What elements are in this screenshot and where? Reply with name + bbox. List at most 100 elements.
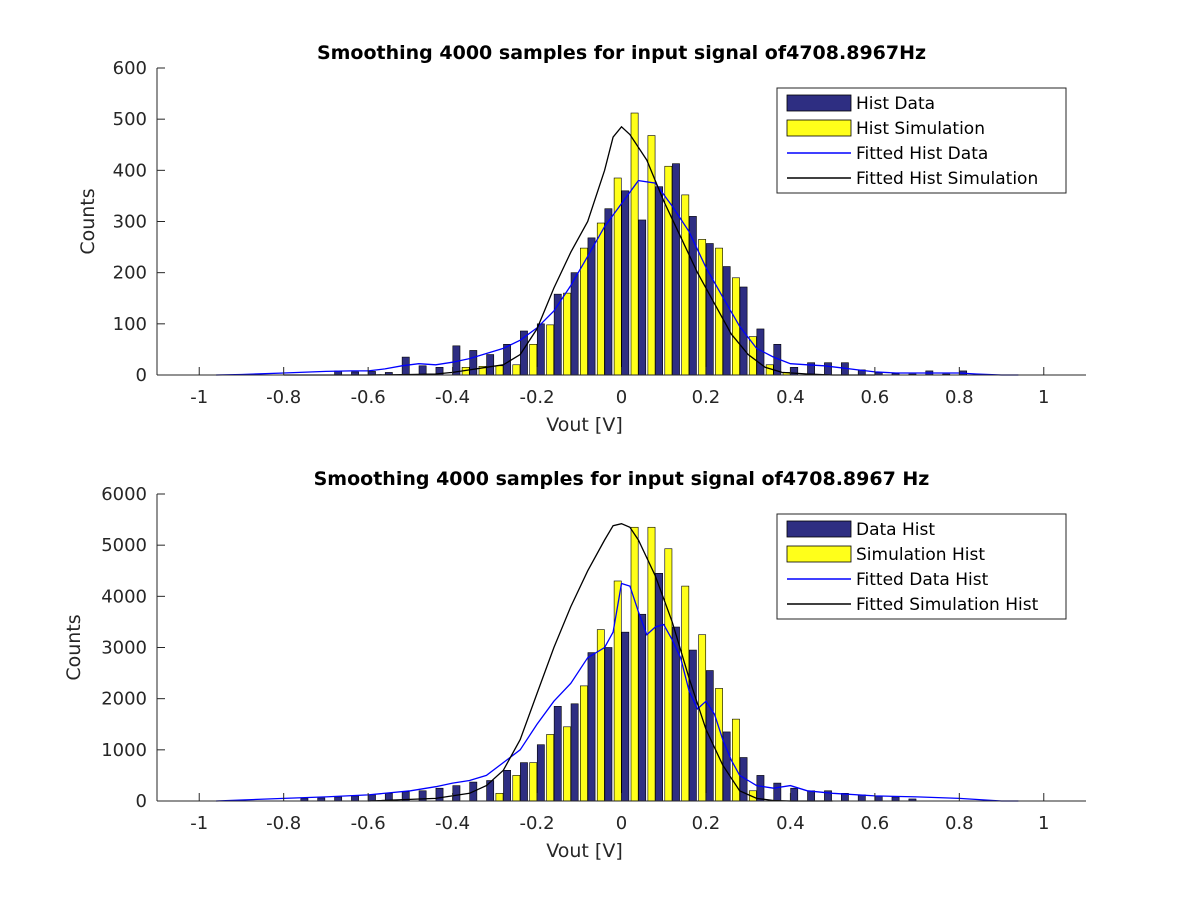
bar-data: [368, 794, 376, 802]
bar-data: [452, 785, 461, 802]
x-tick-label: -0.6: [351, 387, 386, 408]
y-tick-label: 2000: [101, 689, 147, 710]
bar-data: [587, 237, 596, 376]
bar-data: [570, 272, 579, 376]
bar-data: [891, 796, 900, 802]
bar-data: [604, 208, 613, 376]
bar-data: [469, 350, 478, 376]
legend-swatch: [786, 119, 852, 137]
bar-data: [570, 703, 579, 802]
y-tick-label: 1000: [101, 740, 147, 761]
bar-simulation: [613, 580, 622, 802]
x-tick-label: -0.2: [519, 813, 554, 834]
bar-data: [705, 670, 714, 802]
x-tick-label: 0: [616, 813, 627, 834]
x-tick-label: -0.4: [435, 387, 470, 408]
fitted-simulation-line: [283, 125, 875, 376]
y-tick-label: 500: [113, 109, 147, 130]
x-tick-label: 0.8: [945, 387, 974, 408]
legend: Hist Data Hist Simulation Fitted Hist Data…: [776, 87, 1067, 194]
bar-simulation: [529, 762, 538, 802]
bar-data: [604, 647, 613, 802]
bar-simulation: [613, 177, 622, 376]
y-tick-label: 300: [113, 212, 147, 233]
bar-simulation: [512, 364, 521, 376]
bar-simulation: [546, 324, 555, 376]
chart-title: Smoothing 4000 samples for input signal …: [314, 468, 930, 490]
bar-simulation: [715, 688, 723, 802]
y-tick-label: 0: [136, 365, 147, 386]
bar-data: [553, 706, 562, 802]
y-tick-label: 6000: [101, 484, 147, 505]
bar-data: [351, 795, 359, 802]
bar-simulation: [563, 292, 571, 376]
x-tick-label: 0: [616, 387, 627, 408]
x-tick-label: 1: [1038, 387, 1049, 408]
bar-simulation: [596, 222, 605, 376]
bar-data: [486, 354, 495, 376]
x-tick-label: 0.2: [692, 387, 721, 408]
bar-data: [824, 362, 832, 376]
y-tick-label: 400: [113, 160, 147, 181]
x-tick-label: -0.4: [435, 813, 470, 834]
legend-label: Fitted Hist Simulation: [856, 169, 1038, 189]
x-axis-label: Vout [V]: [546, 840, 623, 862]
y-tick-label: 600: [113, 58, 147, 79]
bar-data: [621, 190, 630, 376]
bar-data: [773, 782, 782, 802]
y-tick-label: 200: [113, 263, 147, 284]
legend-swatch: [786, 520, 852, 538]
bar-simulation: [512, 775, 521, 802]
legend-label: Fitted Simulation Hist: [856, 595, 1039, 615]
y-axis-label: Counts: [63, 614, 85, 680]
bar-data: [807, 790, 815, 802]
x-tick-label: 1: [1038, 813, 1049, 834]
bar-simulation: [630, 526, 639, 802]
bar-data: [435, 787, 444, 802]
fitted-data-line: [216, 582, 1019, 802]
bar-data: [756, 775, 765, 802]
bar-data: [672, 163, 680, 376]
bar-data: [587, 652, 596, 802]
x-tick-label: 0.4: [776, 387, 805, 408]
bar-data: [621, 631, 630, 802]
legend-label: Data Hist: [856, 520, 935, 540]
bar-data: [503, 343, 511, 376]
y-axis-label: Counts: [77, 188, 99, 254]
bar-data: [520, 762, 528, 802]
bar-data: [705, 243, 714, 376]
bar-data: [638, 219, 647, 376]
x-tick-label: -0.8: [266, 387, 301, 408]
bar-simulation: [596, 629, 605, 802]
y-tick-label: 4000: [101, 586, 147, 607]
top-histogram-plot: Smoothing 4000 samples for input signal …: [77, 42, 1086, 436]
bar-simulation: [664, 548, 673, 802]
bar-simulation: [546, 734, 555, 802]
legend-swatch: [786, 545, 852, 563]
legend: Data Hist Simulation Hist Fitted Data Hist…: [776, 513, 1067, 620]
bar-data: [536, 323, 545, 376]
legend-swatch: [786, 94, 852, 112]
bottom-histogram-plot: Smoothing 4000 samples for input signal …: [63, 468, 1086, 862]
bar-simulation: [681, 585, 690, 802]
x-tick-label: 0.2: [692, 813, 721, 834]
bar-simulation: [495, 365, 504, 376]
y-tick-label: 0: [136, 791, 147, 812]
legend-label: Hist Data: [856, 94, 935, 114]
bar-simulation: [630, 112, 639, 376]
legend-label: Simulation Hist: [856, 545, 985, 565]
y-tick-label: 100: [113, 314, 147, 335]
x-tick-label: 0.6: [861, 813, 890, 834]
x-tick-label: -1: [190, 387, 208, 408]
fitted-simulation-line: [368, 523, 833, 802]
legend-label: Hist Simulation: [856, 119, 985, 139]
bar-simulation: [563, 726, 571, 802]
legend-label: Fitted Data Hist: [856, 570, 989, 590]
bar-simulation: [732, 277, 740, 376]
x-axis-label: Vout [V]: [546, 414, 623, 436]
chart-title: Smoothing 4000 samples for input signal …: [317, 42, 926, 64]
x-tick-label: -1: [190, 813, 208, 834]
bar-data: [790, 787, 799, 802]
bar-simulation: [580, 685, 588, 802]
